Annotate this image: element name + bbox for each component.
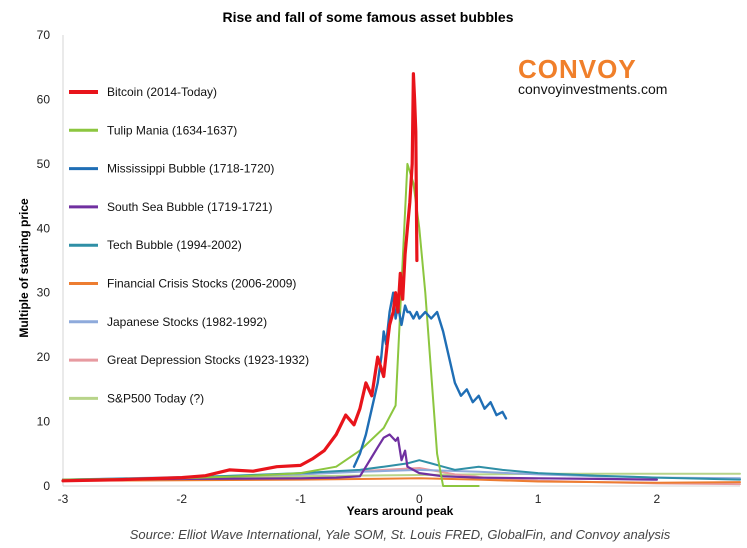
y-tick-labels: 0 10 20 30 40 50 60 70 — [37, 28, 51, 493]
legend-label: Tech Bubble (1994-2002) — [107, 238, 242, 252]
x-tick-label: 2 — [654, 492, 661, 506]
y-tick-label: 50 — [37, 157, 51, 171]
chart-title: Rise and fall of some famous asset bubbl… — [223, 9, 514, 25]
y-tick-label: 30 — [37, 286, 51, 300]
y-tick-label: 60 — [37, 92, 51, 106]
y-tick-label: 10 — [37, 415, 51, 429]
y-axis-label: Multiple of starting price — [17, 198, 31, 338]
y-tick-label: 20 — [37, 350, 51, 364]
legend-label: South Sea Bubble (1719-1721) — [107, 200, 272, 214]
brand-url: convoyinvestments.com — [518, 81, 667, 97]
legend-label: Great Depression Stocks (1923-1932) — [107, 353, 309, 367]
series-line-0 — [61, 72, 419, 483]
source-note: Source: Elliot Wave International, Yale … — [130, 527, 671, 542]
legend-label: Mississippi Bubble (1718-1720) — [107, 162, 274, 176]
series-line-2 — [352, 291, 508, 468]
x-tick-label: 1 — [535, 492, 542, 506]
legend-label: Bitcoin (2014-Today) — [107, 85, 217, 99]
brand-logo: CONVOY — [518, 54, 637, 84]
legend-label: S&P500 Today (?) — [107, 391, 204, 405]
legend: Bitcoin (2014-Today) Tulip Mania (1634-16… — [69, 85, 309, 405]
series-line-5 — [62, 477, 741, 484]
x-tick-label: -3 — [58, 492, 69, 506]
y-tick-label: 0 — [43, 479, 50, 493]
x-tick-label: -1 — [295, 492, 306, 506]
series-lines — [61, 72, 741, 487]
series-line-3 — [61, 433, 659, 481]
x-tick-labels: -3 -2 -1 0 1 2 — [58, 492, 661, 506]
x-tick-label: 0 — [416, 492, 423, 506]
legend-label: Tulip Mania (1634-1637) — [107, 123, 237, 137]
y-tick-label: 40 — [37, 221, 51, 235]
legend-label: Japanese Stocks (1982-1992) — [107, 315, 267, 329]
x-tick-label: -2 — [176, 492, 187, 506]
y-tick-label: 70 — [37, 28, 51, 42]
x-axis-label: Years around peak — [347, 504, 454, 518]
series-line-4 — [62, 459, 741, 481]
legend-label: Financial Crisis Stocks (2006-2009) — [107, 277, 296, 291]
